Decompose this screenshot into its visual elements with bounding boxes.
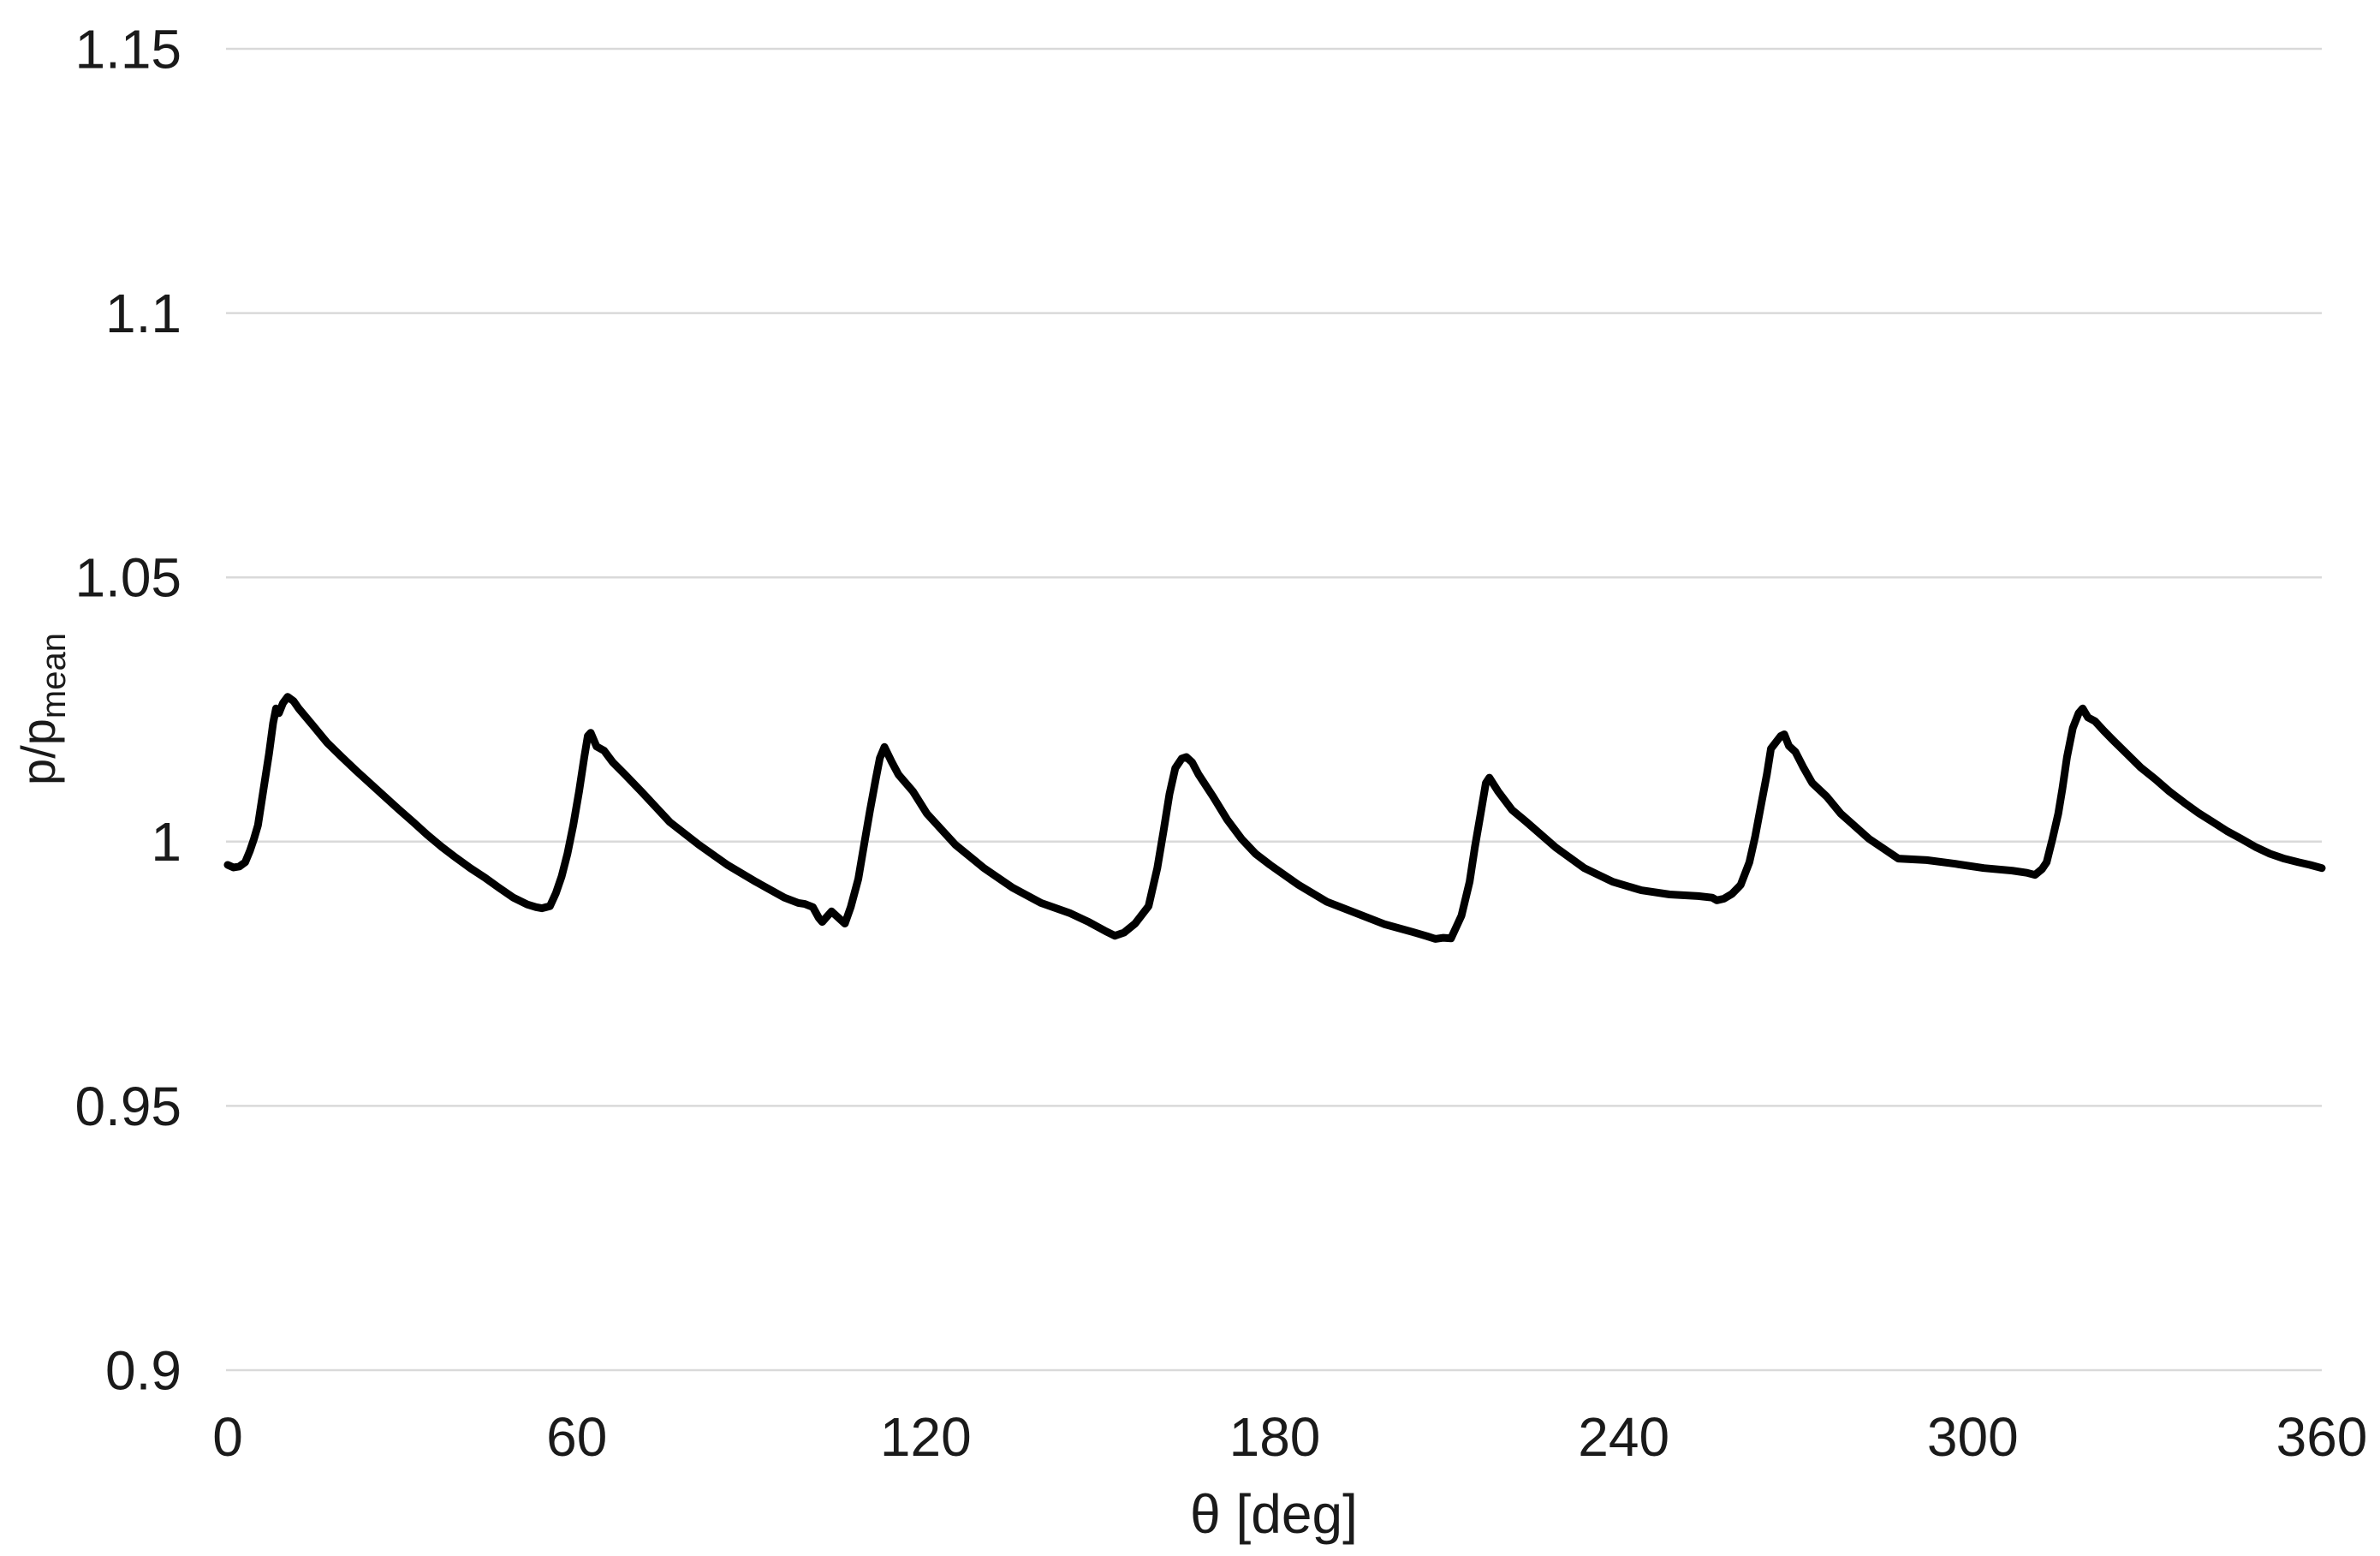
y-tick-label: 1.05	[74, 547, 181, 609]
x-tick-label: 60	[546, 1406, 607, 1468]
y-tick-label: 1	[151, 811, 181, 873]
y-axis-title-subscript: mean	[35, 633, 73, 718]
x-tick-label: 300	[1927, 1406, 2019, 1468]
y-tick-label: 1.15	[74, 18, 181, 80]
y-tick-label: 0.95	[74, 1076, 181, 1137]
x-tick-label: 120	[880, 1406, 972, 1468]
y-tick-label: 1.1	[105, 283, 181, 344]
gridlines	[226, 47, 2322, 1372]
y-axis-title: p/pmean	[11, 633, 73, 785]
y-axis-title-main: p/p	[11, 718, 65, 785]
x-tick-label: 0	[212, 1406, 243, 1468]
y-axis-tick-labels: 0.9 0.95 1 1.05 1.1 1.15	[74, 18, 181, 1401]
x-tick-label: 360	[2276, 1406, 2368, 1468]
x-tick-label: 180	[1229, 1406, 1321, 1468]
x-axis-tick-labels: 0 60 120 180 240 300 360	[212, 1406, 2367, 1468]
pressure-trace-line	[223, 693, 2326, 943]
y-tick-label: 0.9	[105, 1339, 181, 1401]
x-axis-title: θ [deg]	[1190, 1483, 1358, 1545]
x-tick-label: 240	[1578, 1406, 1669, 1468]
